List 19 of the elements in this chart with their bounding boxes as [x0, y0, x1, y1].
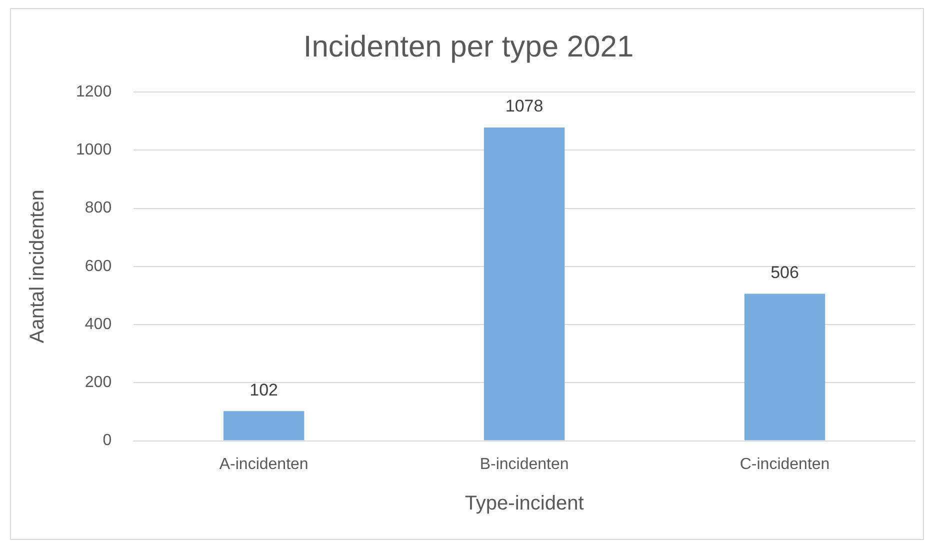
- bar: [223, 411, 304, 440]
- y-tick-label: 400: [84, 316, 112, 333]
- data-label: 102: [250, 380, 278, 400]
- y-tick-label: 800: [84, 200, 112, 217]
- y-tick-label: 0: [102, 432, 112, 450]
- bar: [484, 127, 565, 440]
- y-axis-title: Aantal incidenten: [26, 190, 49, 344]
- x-tick-label: C-incidenten: [740, 456, 830, 473]
- x-tick-label: A-incidenten: [219, 456, 308, 473]
- x-tick-label: B-incidenten: [480, 456, 569, 473]
- bar: [744, 294, 826, 440]
- y-tick-label: 1200: [76, 83, 112, 100]
- y-tick-label: 200: [84, 374, 112, 392]
- y-tick-label: 600: [84, 258, 112, 275]
- x-axis-title: Type-incident: [464, 492, 584, 515]
- data-label: 506: [770, 262, 799, 282]
- data-label: 1078: [505, 96, 544, 116]
- chart-title: Incidenten per type 2021: [303, 30, 634, 64]
- y-tick-label: 1000: [76, 142, 112, 159]
